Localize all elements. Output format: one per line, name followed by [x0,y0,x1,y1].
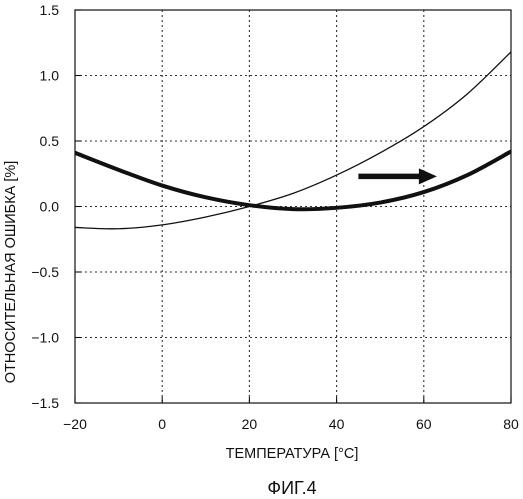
series-layer [75,52,511,229]
y-tick-label: 0.5 [40,133,60,149]
arrow-head [419,168,437,184]
y-tick-label: −1.5 [31,395,59,411]
x-tick-label: 0 [158,416,166,432]
y-tick-label: 1.0 [40,68,60,84]
series-line-thin [75,52,511,229]
x-tick-label: −20 [63,416,87,432]
y-tick-label: 1.5 [40,2,60,18]
annotation-layer [358,168,436,184]
y-tick-label: 0.0 [40,199,60,215]
grid [75,10,511,403]
y-tick-label: −1.0 [31,330,59,346]
x-axis-label: ТЕМПЕРАТУРА [°C] [226,446,359,462]
x-tick-label: 60 [416,416,432,432]
arrow-annotation [358,168,436,184]
x-tick-label: 40 [329,416,345,432]
y-tick-label: −0.5 [31,264,59,280]
series-line-thick [75,151,511,209]
figure-caption: ФИГ.4 [267,478,316,498]
y-axis-label: ОТНОСИТЕЛЬНАЯ ОШИБКА [%] [3,161,19,384]
y-axis: −1.5 −1.0 −0.5 0.0 0.5 1.0 1.5 [31,2,81,411]
x-axis: −20 0 20 40 60 80 [63,397,519,432]
x-tick-label: 80 [503,416,519,432]
x-tick-label: 20 [242,416,258,432]
